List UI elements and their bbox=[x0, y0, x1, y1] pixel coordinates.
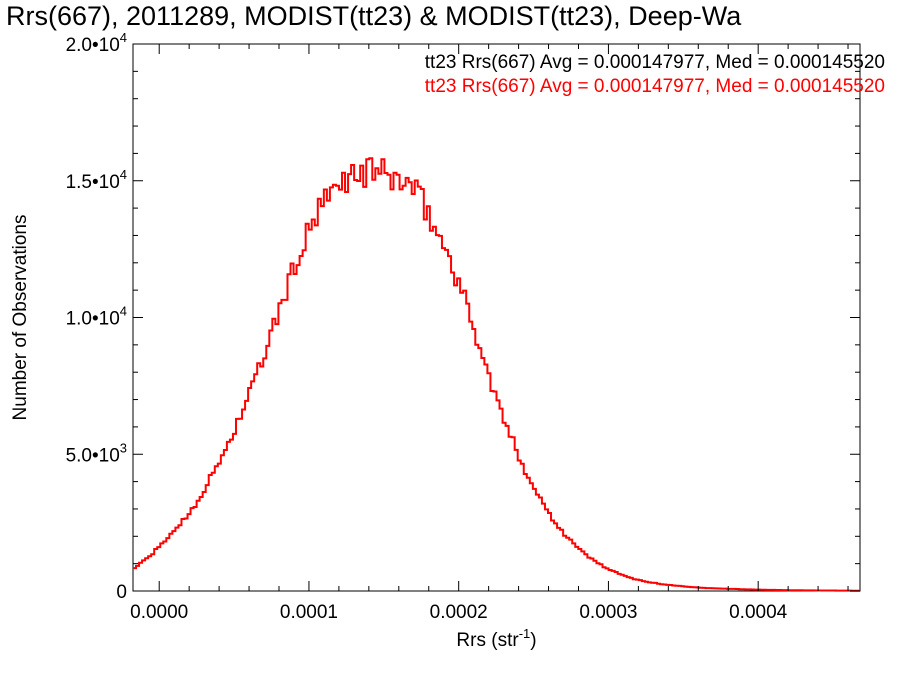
x-tick-label: 0.0002 bbox=[430, 602, 488, 623]
x-tick-label: 0.0004 bbox=[729, 602, 788, 623]
chart-title: Rrs(667), 2011289, MODIST(tt23) & MODIST… bbox=[6, 1, 742, 31]
x-axis-label: Rrs (str-1) bbox=[456, 626, 536, 651]
y-tick-label: 5.0•103 bbox=[66, 440, 127, 466]
y-axis-label: Number of Observations bbox=[10, 215, 31, 421]
y-tick-label: 1.0•104 bbox=[66, 304, 127, 330]
y-tick-label: 0 bbox=[116, 582, 127, 603]
x-tick-label: 0.0003 bbox=[579, 602, 637, 623]
y-tick-label: 2.0•104 bbox=[66, 30, 127, 56]
y-tick-label: 1.5•104 bbox=[66, 167, 127, 193]
histogram-series bbox=[133, 157, 860, 592]
x-tick-label: 0.0001 bbox=[280, 602, 338, 623]
annotation-text: tt23 Rrs(667) Avg = 0.000147977, Med = 0… bbox=[425, 52, 885, 73]
annotation-text: tt23 Rrs(667) Avg = 0.000147977, Med = 0… bbox=[425, 76, 885, 97]
plot-frame bbox=[132, 43, 861, 592]
x-tick-label: 0.0000 bbox=[130, 602, 188, 623]
